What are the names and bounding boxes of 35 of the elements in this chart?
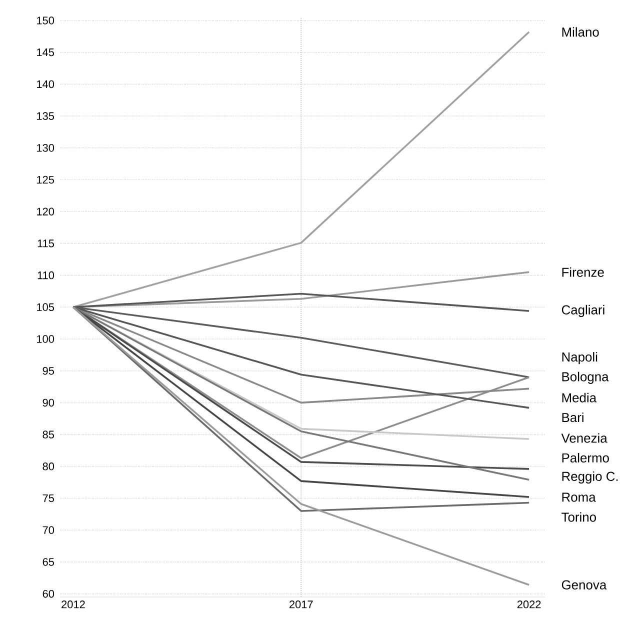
x-tick-label: 2022 xyxy=(517,600,541,608)
y-tick-label: 100 xyxy=(37,335,54,343)
text: Reggio C. xyxy=(562,471,618,484)
y-tick-label: 150 xyxy=(37,16,54,24)
y-tick-label: 75 xyxy=(42,494,54,502)
y-tick-label: 80 xyxy=(42,462,54,470)
y-tick-label: 110 xyxy=(38,271,54,280)
y-tick-label: 125 xyxy=(37,176,54,184)
text: Bari xyxy=(562,412,584,422)
y-tick-label: 90 xyxy=(42,398,54,407)
x-tick-label: 2017 xyxy=(289,600,313,608)
text: Roma xyxy=(562,492,596,502)
y-tick-label: 115 xyxy=(38,240,54,248)
y-tick-label: 135 xyxy=(37,112,54,120)
y-tick-label: 120 xyxy=(37,208,54,216)
text: Torino xyxy=(562,512,596,522)
y-tick-label: 70 xyxy=(42,526,54,534)
text: Media xyxy=(562,392,597,402)
y-tick-label: 60 xyxy=(42,590,54,598)
y-tick-label: 140 xyxy=(37,80,54,88)
y-tick-label: 105 xyxy=(37,303,54,312)
text: Bologna xyxy=(562,372,609,384)
text: Venezia xyxy=(561,433,608,443)
y-tick-label: 85 xyxy=(42,430,54,438)
x-tick-label: 2012 xyxy=(62,600,85,608)
text: Milano xyxy=(562,27,599,37)
y-tick-label: 145 xyxy=(37,48,54,56)
y-tick-label: 65 xyxy=(42,558,54,566)
text: Napoli xyxy=(562,352,598,364)
text: Firenze xyxy=(562,267,604,277)
text: Cagliari xyxy=(562,304,604,318)
y-tick-label: 95 xyxy=(42,366,54,375)
text: Palermo xyxy=(562,452,609,462)
text: Genova xyxy=(562,580,607,590)
y-tick-label: 130 xyxy=(37,144,54,152)
